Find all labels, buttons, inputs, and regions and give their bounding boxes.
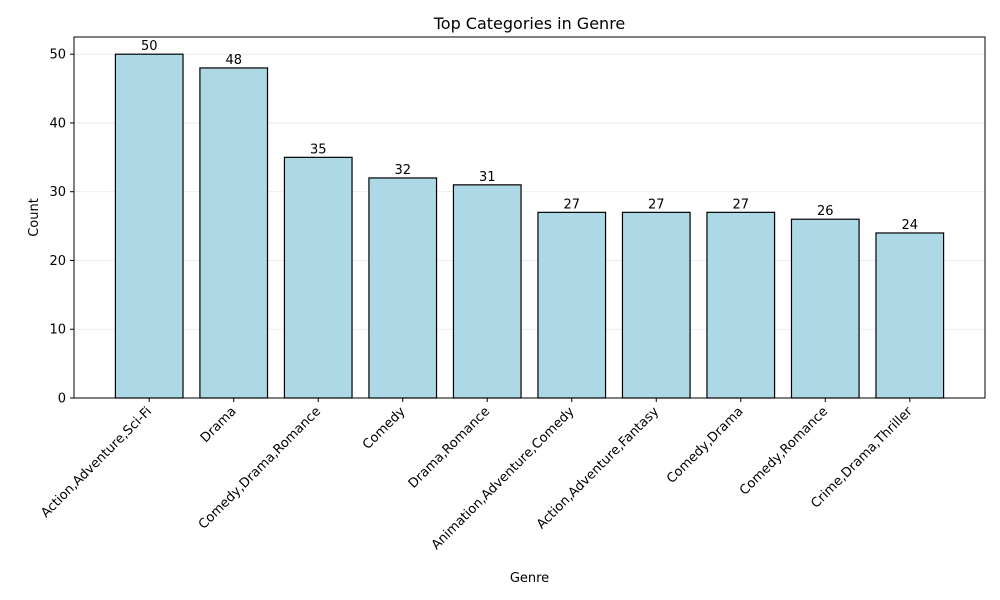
x-tick-label: Drama,Romance [406, 404, 493, 491]
bar [621, 211, 691, 399]
y-tick-label: 30 [49, 185, 66, 200]
bar [114, 53, 184, 399]
bar [199, 67, 269, 399]
data-label: 50 [141, 39, 158, 54]
x-tick-label: Animation,Adventure,Comedy [429, 404, 578, 553]
y-tick-label: 40 [49, 116, 66, 131]
plot-frame [73, 36, 986, 399]
x-tick-label: Drama [198, 404, 240, 446]
data-label: 26 [817, 204, 834, 219]
x-axis-label: Genre [510, 571, 549, 586]
x-tick-label: Comedy,Drama [664, 404, 747, 487]
bar [368, 177, 438, 399]
bar [452, 184, 522, 399]
bar [283, 156, 353, 399]
data-label: 48 [225, 53, 242, 68]
data-labels: 50 48 35 32 31 27 27 27 26 24 [141, 39, 918, 233]
data-label: 24 [902, 218, 919, 233]
chart-title: Top Categories in Genre [433, 14, 626, 33]
y-axis-ticks: 0 10 20 30 40 50 [49, 48, 74, 407]
data-label: 27 [563, 197, 580, 212]
y-tick-label: 0 [58, 392, 66, 407]
y-axis-label: Count [27, 198, 42, 237]
y-tick-label: 50 [49, 48, 66, 63]
bars [114, 53, 945, 399]
data-label: 31 [479, 170, 496, 185]
bar [706, 211, 776, 399]
data-label: 35 [310, 142, 327, 157]
x-axis-ticks: Action,Adventure,Sci-Fi Drama Comedy,Drama… [38, 398, 916, 553]
bar [537, 211, 607, 399]
data-label: 27 [648, 197, 665, 212]
y-tick-label: 10 [49, 323, 66, 338]
y-tick-label: 20 [49, 254, 66, 269]
bar [790, 218, 860, 399]
data-label: 32 [394, 163, 411, 178]
x-tick-label: Comedy [360, 404, 409, 453]
x-tick-label: Comedy,Romance [737, 404, 831, 498]
data-label: 27 [732, 197, 749, 212]
bar [875, 232, 945, 399]
x-tick-label: Action,Adventure,Sci-Fi [38, 404, 155, 521]
